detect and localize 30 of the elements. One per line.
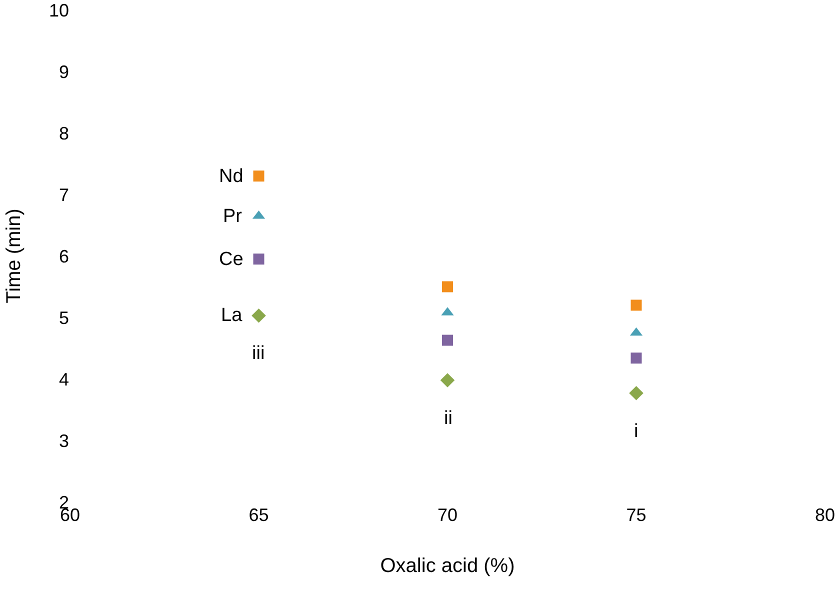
point — [442, 334, 453, 346]
point — [630, 300, 642, 311]
point — [253, 254, 264, 265]
x-tick-label: 65 — [248, 505, 269, 525]
annotation: i — [634, 421, 638, 442]
y-tick-label: 6 — [58, 246, 69, 266]
x-tick-label: 70 — [437, 505, 458, 525]
point — [440, 373, 455, 388]
x-tick-label: 80 — [814, 505, 836, 525]
point — [253, 170, 264, 182]
point — [629, 386, 644, 400]
y-tick-label: 5 — [58, 308, 69, 328]
series-label: La — [221, 305, 243, 326]
series-label: Pr — [223, 206, 243, 227]
y-tick-label: 3 — [58, 430, 69, 451]
annotation: ii — [444, 408, 452, 429]
y-axis-title: Time (min) — [3, 208, 25, 304]
x-axis-title: Oxalic acid (%) — [380, 555, 515, 577]
point — [252, 308, 266, 323]
y-tick-label: 10 — [48, 0, 69, 20]
point — [442, 281, 453, 292]
y-tick-label: 7 — [58, 184, 69, 205]
y-tick-label: 9 — [58, 62, 69, 82]
x-tick-label: 75 — [626, 505, 646, 525]
point — [630, 352, 642, 364]
y-tick-label: 4 — [58, 369, 69, 390]
series-label: Nd — [219, 166, 244, 187]
y-tick-label: 8 — [58, 123, 69, 144]
series-label: Ce — [219, 249, 244, 270]
annotation: iii — [252, 343, 265, 364]
